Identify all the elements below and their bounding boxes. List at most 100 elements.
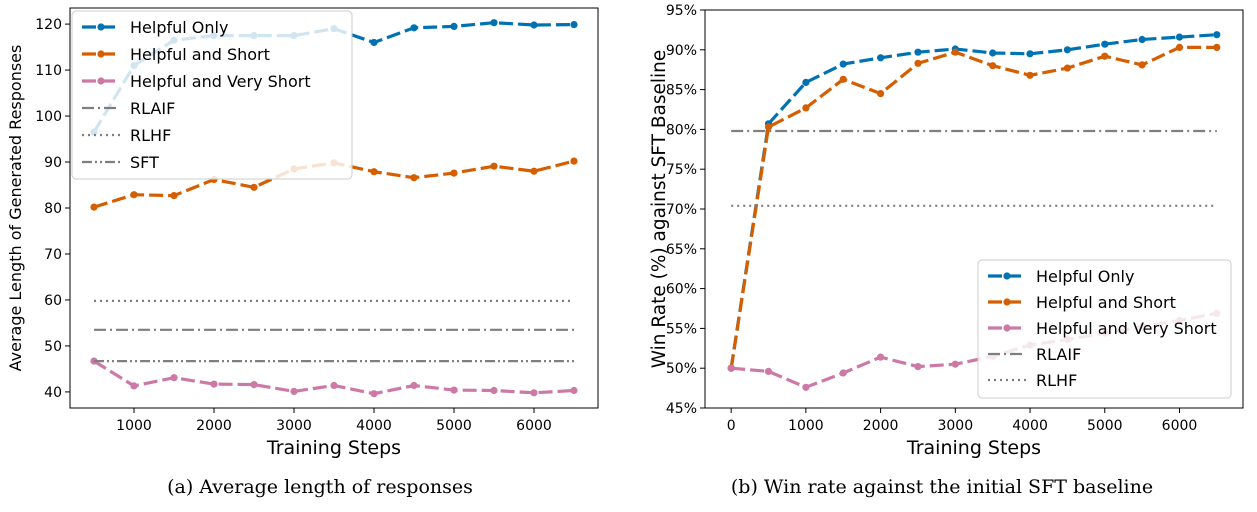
- y-tick-label: 60%: [666, 282, 697, 298]
- data-point: [1175, 33, 1184, 41]
- data-point: [490, 386, 498, 395]
- data-point: [370, 390, 378, 398]
- y-tick-label: 40: [44, 385, 62, 401]
- data-point: [802, 104, 810, 112]
- data-point: [914, 59, 922, 67]
- data-point: [1175, 43, 1184, 52]
- legend-box: [977, 259, 1232, 399]
- y-tick-label: 70%: [666, 202, 697, 218]
- series-line: [729, 33, 1217, 369]
- y-tick-label: 60: [44, 293, 62, 309]
- y-tick-label: 90: [44, 155, 62, 171]
- caption-a: (a) Average length of responses: [167, 476, 473, 498]
- data-point: [250, 381, 258, 389]
- data-point: [877, 54, 885, 62]
- data-point: [1101, 52, 1109, 60]
- legend-marker: [97, 77, 105, 85]
- chart-win-rate: 0 1000 2000 3000 4000 5000 6000 45% 50% 55% 60% 65%…: [649, 3, 1244, 459]
- data-point: [530, 167, 538, 175]
- data-point: [914, 363, 922, 371]
- data-point: [370, 38, 378, 47]
- caption-b: (b) Win rate against the initial SFT bas…: [730, 476, 1154, 498]
- data-point: [130, 382, 138, 390]
- data-point: [210, 380, 218, 388]
- y-tick-label: 85%: [666, 83, 697, 99]
- data-point: [989, 62, 997, 70]
- data-point: [951, 48, 959, 56]
- data-point: [290, 387, 298, 395]
- data-point: [410, 174, 418, 182]
- data-point: [170, 192, 178, 200]
- x-tick-label: 5000: [1087, 418, 1123, 434]
- x-tick-label: 3000: [937, 418, 973, 434]
- data-point: [570, 157, 578, 165]
- data-point: [250, 183, 258, 191]
- data-point: [839, 369, 847, 377]
- x-tick-label: 5000: [436, 418, 472, 434]
- legend-label: RLHF: [130, 126, 171, 145]
- x-tick-label: 4000: [1012, 418, 1048, 434]
- data-point: [839, 60, 847, 68]
- data-point: [1026, 71, 1034, 79]
- legend-label: Helpful Only: [130, 18, 228, 37]
- legend-marker: [1003, 298, 1011, 306]
- x-tick-label: 0: [727, 418, 736, 434]
- x-tick-label: 2000: [863, 418, 899, 434]
- legend-label: Helpful and Very Short: [1036, 319, 1217, 338]
- x-axis-label: Training Steps: [266, 437, 401, 459]
- legend-label: Helpful and Short: [130, 45, 270, 64]
- data-point: [530, 21, 538, 29]
- data-point: [1101, 40, 1109, 48]
- y-tick-label: 50: [44, 339, 62, 355]
- x-tick-label: 3000: [276, 418, 312, 434]
- data-point: [877, 90, 885, 98]
- legend-label: Helpful Only: [1036, 267, 1134, 286]
- data-point: [1063, 46, 1071, 54]
- data-point: [764, 367, 773, 375]
- y-tick-label: 100: [35, 109, 62, 125]
- y-axis-label: Win Rate (%) against SFT Baseline: [649, 50, 670, 369]
- y-axis-label: Average Length of Generated Responses: [6, 45, 25, 372]
- x-tick-label: 6000: [1162, 418, 1198, 434]
- data-point: [877, 353, 885, 361]
- legend-label: Helpful and Short: [1036, 293, 1176, 312]
- data-point: [490, 162, 498, 170]
- data-point: [951, 360, 959, 368]
- data-point: [570, 386, 578, 395]
- legend-label: Helpful and Very Short: [130, 72, 311, 91]
- data-point: [989, 49, 997, 57]
- data-point: [1026, 50, 1034, 58]
- y-tick-label: 65%: [666, 242, 697, 258]
- data-point: [1138, 35, 1146, 44]
- y-tick-label: 50%: [666, 361, 697, 377]
- data-point: [450, 386, 458, 394]
- legend-label: RLAIF: [1036, 345, 1081, 364]
- data-point: [1213, 31, 1221, 39]
- x-tick-label: 1000: [116, 418, 152, 434]
- x-tick-label: 1000: [788, 418, 824, 434]
- y-tick-label: 110: [35, 63, 62, 79]
- data-point: [370, 168, 378, 176]
- data-point: [802, 383, 810, 391]
- legend-box: [71, 10, 353, 180]
- data-point: [1138, 61, 1146, 69]
- data-point: [170, 374, 178, 382]
- data-point: [802, 78, 810, 86]
- x-tick-label: 4000: [356, 418, 392, 434]
- data-point: [1213, 43, 1221, 52]
- legend-marker: [1003, 272, 1011, 280]
- legend-marker: [97, 50, 105, 58]
- legend-label: RLHF: [1036, 371, 1077, 390]
- data-point: [410, 381, 418, 390]
- data-point: [450, 169, 458, 177]
- x-tick-label: 6000: [516, 418, 552, 434]
- y-tick-label: 80%: [666, 122, 697, 138]
- data-point: [839, 75, 847, 83]
- data-point: [450, 22, 458, 30]
- legend-marker: [1003, 324, 1011, 332]
- y-tick-label: 70: [44, 247, 62, 263]
- data-point: [764, 123, 773, 131]
- data-point: [570, 21, 578, 29]
- y-tick-label: 80: [44, 201, 62, 217]
